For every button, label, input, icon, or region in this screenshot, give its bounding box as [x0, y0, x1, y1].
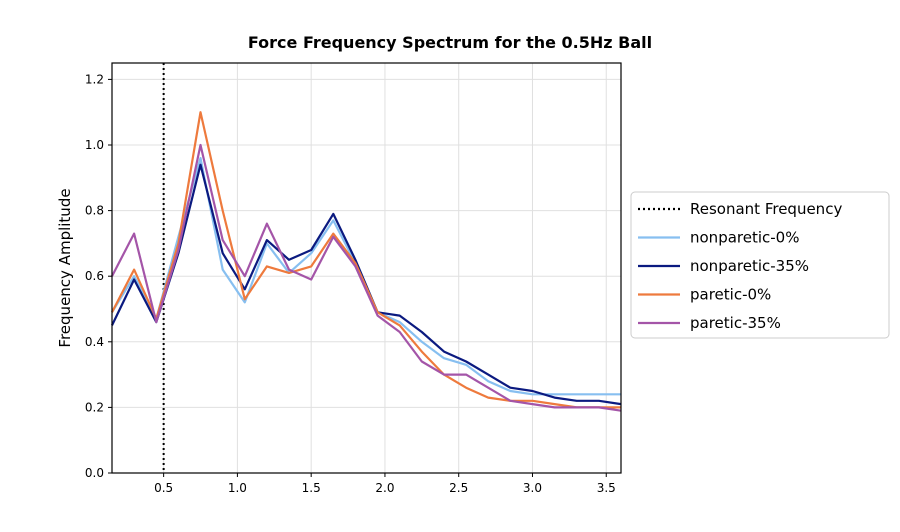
x-axis: 0.5 1.0 1.5 2.0 2.5 3.0 3.5 — [154, 473, 616, 495]
y-tick-label: 0.6 — [85, 269, 104, 283]
legend-label: nonparetic-0% — [690, 229, 799, 247]
y-tick-label: 0.4 — [85, 335, 104, 349]
legend-label: paretic-0% — [690, 286, 771, 304]
y-tick-label: 0.2 — [85, 400, 104, 414]
x-tick-label: 3.0 — [523, 481, 542, 495]
x-tick-label: 1.5 — [302, 481, 321, 495]
x-tick-label: 2.5 — [449, 481, 468, 495]
y-axis: 0.0 0.2 0.4 0.6 0.8 1.0 1.2 — [85, 72, 112, 480]
plot-frame — [111, 62, 622, 474]
legend-box — [630, 191, 890, 339]
legend-label: nonparetic-35% — [690, 257, 809, 275]
y-tick-label: 1.0 — [85, 138, 104, 152]
series-line-paretic-0% — [111, 111, 621, 409]
legend-label: Resonant Frequency — [690, 200, 842, 218]
x-tick-label: 2.0 — [375, 481, 394, 495]
y-tick-label: 0.0 — [85, 466, 104, 480]
legend-label: paretic-35% — [690, 314, 781, 332]
y-tick-label: 1.2 — [85, 72, 104, 86]
series-layer — [111, 111, 622, 412]
x-tick-label: 1.0 — [228, 481, 247, 495]
chart-title: Force Frequency Spectrum for the 0.5Hz B… — [248, 33, 652, 52]
x-tick-label: 3.5 — [597, 481, 616, 495]
y-axis-title: Frequency Amplitude — [56, 188, 74, 347]
legend: Resonant Frequency nonparetic-0% nonpareti… — [630, 191, 890, 339]
y-tick-label: 0.8 — [85, 204, 104, 218]
x-tick-label: 0.5 — [154, 481, 173, 495]
series-line-paretic-35% — [111, 143, 622, 412]
